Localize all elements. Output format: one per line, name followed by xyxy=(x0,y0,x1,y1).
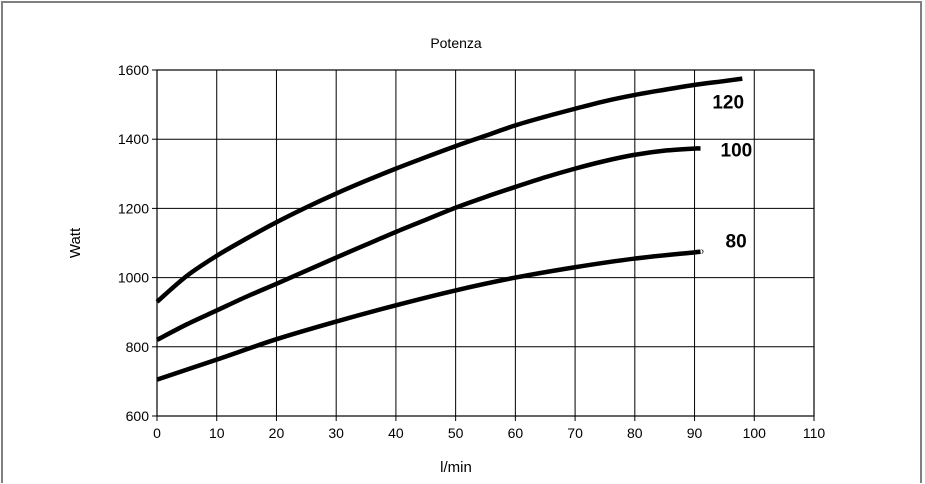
y-tick-label: 1200 xyxy=(118,200,149,216)
x-tick-label: 30 xyxy=(328,425,344,441)
series-labels: 120 100 80 xyxy=(712,93,752,253)
x-tick-label: 40 xyxy=(388,425,404,441)
y-tick-label: 800 xyxy=(126,339,150,355)
x-tick-label: 70 xyxy=(567,425,583,441)
x-tick-label: 0 xyxy=(153,425,161,441)
series-lines xyxy=(155,76,743,382)
series-label-120: 120 xyxy=(712,93,744,114)
x-tick-label: 10 xyxy=(209,425,225,441)
series-label-100: 100 xyxy=(721,141,753,162)
x-tick-label: 50 xyxy=(448,425,464,441)
y-tick-label: 600 xyxy=(126,408,150,424)
x-tick-label: 100 xyxy=(743,425,767,441)
series-line-80 xyxy=(156,249,704,382)
x-axis-label: l/min xyxy=(440,459,472,476)
plot-area-border xyxy=(156,69,815,417)
x-tick-label: 80 xyxy=(627,425,643,441)
y-tick-label: 1000 xyxy=(118,270,149,286)
series-line-120 xyxy=(155,76,743,304)
x-tick-label: 60 xyxy=(508,425,524,441)
series-line-100 xyxy=(155,146,701,342)
series-label-80: 80 xyxy=(726,232,747,253)
grid xyxy=(152,69,815,421)
x-tick-label: 90 xyxy=(687,425,703,441)
y-axis-label: Watt xyxy=(67,227,84,258)
chart-title: Potenza xyxy=(430,35,482,51)
x-tick-label: 20 xyxy=(269,425,285,441)
y-tick-label: 1600 xyxy=(118,62,149,78)
y-tick-label: 1400 xyxy=(118,131,149,147)
tick-labels: 0 10 20 30 40 50 60 70 80 90 100 110 600 800 1000 1200 1… xyxy=(118,62,826,441)
x-tick-label: 110 xyxy=(803,425,826,441)
